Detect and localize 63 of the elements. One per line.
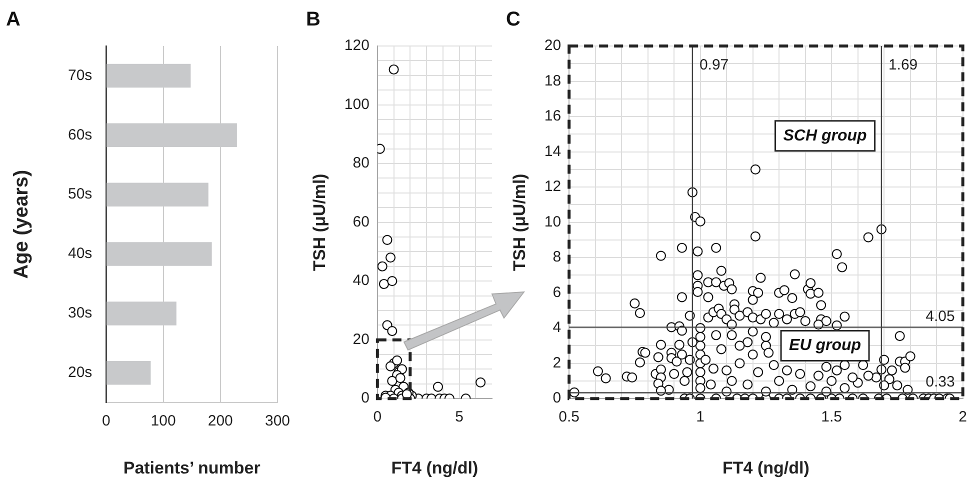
y-tick-label: 16 (544, 108, 562, 125)
point (475, 377, 486, 388)
y-tick-label: 70s (68, 66, 92, 84)
y-tick-label: 12 (544, 178, 562, 196)
x-tick-label: 300 (264, 412, 290, 430)
point (377, 261, 388, 272)
y-tick-label: 0 (552, 390, 562, 407)
y-tick-label: 40 (352, 272, 370, 290)
y-tick-label: 100 (344, 96, 370, 113)
ref-line-label: 0.33 (926, 373, 955, 390)
y-tick-label: 60s (68, 126, 92, 144)
point (385, 361, 396, 372)
ref-line-label: 1.69 (888, 56, 918, 74)
y-axis-title: TSH (μU/ml) (510, 174, 529, 271)
x-tick-label: 5 (455, 408, 464, 426)
x-tick-label: 2 (958, 408, 967, 426)
point (378, 278, 390, 290)
x-tick-label: 0.5 (558, 408, 580, 426)
y-tick-label: 20s (68, 364, 92, 382)
y-tick-label: 14 (544, 142, 562, 160)
point (387, 376, 398, 386)
chart-title: C (506, 8, 520, 31)
chart-title: A (6, 8, 20, 31)
y-axis-title: Age (years) (10, 170, 33, 279)
point (387, 326, 398, 336)
y-tick-label: 80 (352, 154, 370, 172)
bar (106, 360, 151, 385)
point (385, 252, 396, 263)
y-tick-label: 20 (352, 330, 370, 348)
x-tick-label: 100 (150, 412, 176, 430)
point (392, 355, 402, 366)
annotation: SCH group (783, 127, 868, 144)
y-tick-label: 50s (68, 186, 92, 203)
y-tick-label: 120 (344, 37, 370, 54)
chart-title: B (306, 8, 320, 31)
ref-line-label: 4.05 (926, 308, 955, 325)
y-tick-label: 4 (552, 319, 562, 336)
y-tick-label: 10 (544, 213, 562, 230)
point (432, 382, 444, 392)
point (382, 234, 392, 245)
y-tick-label: 20 (544, 37, 562, 54)
point (388, 64, 399, 75)
y-tick-label: 2 (552, 354, 562, 372)
y-tick-label: 40s (68, 245, 92, 262)
y-tick-label: 6 (552, 284, 562, 301)
y-tick-label: 30s (68, 304, 92, 322)
x-tick-label: 0 (373, 408, 382, 426)
x-axis-title: FT4 (ng/dl) (722, 458, 810, 478)
y-tick-label: 8 (552, 248, 562, 266)
y-tick-label: 60 (352, 213, 370, 230)
x-tick-label: 0 (102, 412, 110, 430)
point (395, 372, 406, 384)
y-tick-label: 18 (544, 72, 562, 90)
annotation: EU group (789, 337, 862, 354)
x-axis-title: Patients’ number (123, 458, 261, 478)
x-tick-label: 1 (696, 408, 705, 426)
point (387, 276, 398, 286)
y-tick-label: 0 (361, 390, 370, 407)
x-tick-label: 200 (208, 412, 233, 430)
ref-line-label: 0.97 (699, 56, 729, 74)
x-tick-label: 1.5 (821, 408, 842, 426)
y-axis-title: TSH (μU/ml) (310, 174, 329, 271)
x-axis-title: FT4 (ng/dl) (391, 458, 478, 478)
